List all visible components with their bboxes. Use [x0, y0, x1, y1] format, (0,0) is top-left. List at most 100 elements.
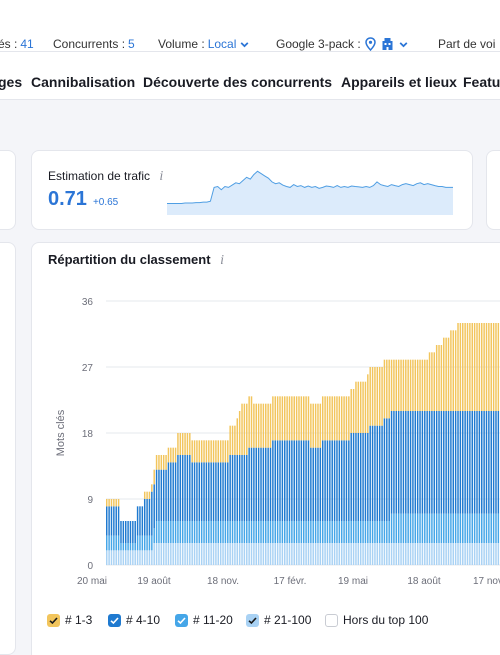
- bar-segment[interactable]: [189, 433, 191, 455]
- bar-segment[interactable]: [189, 543, 191, 565]
- bar-segment[interactable]: [371, 367, 374, 426]
- bar-segment[interactable]: [433, 513, 436, 543]
- bar-segment[interactable]: [473, 323, 476, 411]
- bar-segment[interactable]: [376, 521, 379, 543]
- checkbox-checked-icon[interactable]: [108, 613, 121, 627]
- bar-segment[interactable]: [490, 543, 492, 565]
- checkbox-checked-icon[interactable]: [175, 613, 188, 627]
- bar-segment[interactable]: [369, 543, 371, 565]
- legend-outside-top-100[interactable]: Hors du top 100: [325, 613, 428, 627]
- bar-segment[interactable]: [238, 455, 241, 521]
- bar-segment[interactable]: [248, 396, 250, 448]
- bar-segment[interactable]: [495, 323, 497, 411]
- bar-segment[interactable]: [276, 396, 279, 441]
- bar-segment[interactable]: [162, 521, 165, 543]
- bar-segment[interactable]: [122, 521, 125, 543]
- bar-segment[interactable]: [492, 513, 495, 543]
- bar-segment[interactable]: [324, 396, 326, 441]
- bar-segment[interactable]: [314, 543, 317, 565]
- bar-segment[interactable]: [471, 543, 473, 565]
- bar-segment[interactable]: [340, 543, 343, 565]
- bar-segment[interactable]: [181, 433, 184, 455]
- bar-segment[interactable]: [279, 440, 281, 521]
- bar-segment[interactable]: [124, 543, 127, 551]
- bar-segment[interactable]: [497, 513, 500, 543]
- bar-segment[interactable]: [355, 381, 357, 433]
- bar-segment[interactable]: [312, 447, 314, 521]
- bar-segment[interactable]: [198, 543, 201, 565]
- bar-segment[interactable]: [359, 521, 362, 543]
- bar-segment[interactable]: [229, 455, 231, 521]
- volume-dropdown[interactable]: Volume : Local: [158, 37, 250, 51]
- bar-segment[interactable]: [421, 513, 424, 543]
- bar-segment[interactable]: [146, 550, 148, 565]
- bar-segment[interactable]: [343, 396, 345, 441]
- bar-segment[interactable]: [400, 543, 402, 565]
- bar-segment[interactable]: [132, 543, 134, 551]
- bar-segment[interactable]: [262, 447, 265, 521]
- bar-segment[interactable]: [132, 550, 134, 565]
- bar-segment[interactable]: [295, 396, 298, 441]
- bar-segment[interactable]: [110, 535, 113, 551]
- bar-segment[interactable]: [386, 418, 388, 521]
- bar-segment[interactable]: [381, 367, 383, 426]
- bar-segment[interactable]: [286, 521, 288, 543]
- bar-segment[interactable]: [248, 447, 250, 521]
- bar-segment[interactable]: [210, 462, 212, 521]
- bar-segment[interactable]: [184, 521, 186, 543]
- bar-segment[interactable]: [222, 462, 224, 521]
- bar-segment[interactable]: [253, 543, 255, 565]
- bar-segment[interactable]: [198, 440, 201, 463]
- bar-segment[interactable]: [400, 359, 402, 411]
- bar-segment[interactable]: [307, 440, 310, 521]
- bar-segment[interactable]: [405, 359, 407, 411]
- bar-segment[interactable]: [108, 535, 110, 551]
- bar-segment[interactable]: [367, 433, 369, 521]
- bar-segment[interactable]: [473, 543, 476, 565]
- bar-segment[interactable]: [388, 521, 390, 543]
- bar-segment[interactable]: [284, 521, 286, 543]
- bar-segment[interactable]: [383, 543, 386, 565]
- bar-segment[interactable]: [376, 543, 379, 565]
- bar-segment[interactable]: [257, 447, 260, 521]
- bar-segment[interactable]: [269, 403, 272, 448]
- bar-segment[interactable]: [393, 513, 395, 543]
- bar-segment[interactable]: [246, 521, 248, 543]
- bar-segment[interactable]: [452, 543, 454, 565]
- bar-segment[interactable]: [428, 411, 431, 514]
- bar-segment[interactable]: [374, 425, 376, 521]
- bar-segment[interactable]: [303, 521, 305, 543]
- bar-segment[interactable]: [106, 550, 108, 565]
- bar-segment[interactable]: [376, 367, 379, 426]
- bar-segment[interactable]: [452, 411, 454, 514]
- bar-segment[interactable]: [440, 513, 443, 543]
- bar-segment[interactable]: [129, 550, 132, 565]
- bar-segment[interactable]: [243, 543, 246, 565]
- bar-segment[interactable]: [319, 521, 322, 543]
- bar-segment[interactable]: [362, 521, 364, 543]
- bar-segment[interactable]: [269, 447, 272, 521]
- bar-segment[interactable]: [284, 440, 286, 521]
- bar-segment[interactable]: [492, 543, 495, 565]
- bar-segment[interactable]: [343, 440, 345, 521]
- bar-segment[interactable]: [148, 535, 151, 551]
- bar-segment[interactable]: [321, 440, 324, 521]
- bar-segment[interactable]: [350, 433, 352, 521]
- bar-segment[interactable]: [143, 491, 146, 499]
- bar-segment[interactable]: [466, 411, 469, 514]
- bar-segment[interactable]: [162, 455, 165, 470]
- bar-segment[interactable]: [443, 337, 445, 411]
- bar-segment[interactable]: [454, 411, 457, 514]
- bar-segment[interactable]: [231, 543, 234, 565]
- bar-segment[interactable]: [348, 543, 350, 565]
- bar-segment[interactable]: [355, 433, 357, 521]
- bar-segment[interactable]: [357, 381, 360, 433]
- bar-segment[interactable]: [483, 543, 485, 565]
- bar-segment[interactable]: [305, 440, 307, 521]
- bar-segment[interactable]: [219, 543, 222, 565]
- bar-segment[interactable]: [495, 543, 497, 565]
- checkbox-checked-icon[interactable]: [246, 613, 259, 627]
- bar-segment[interactable]: [386, 359, 388, 419]
- bar-segment[interactable]: [167, 447, 170, 463]
- bar-segment[interactable]: [158, 469, 160, 521]
